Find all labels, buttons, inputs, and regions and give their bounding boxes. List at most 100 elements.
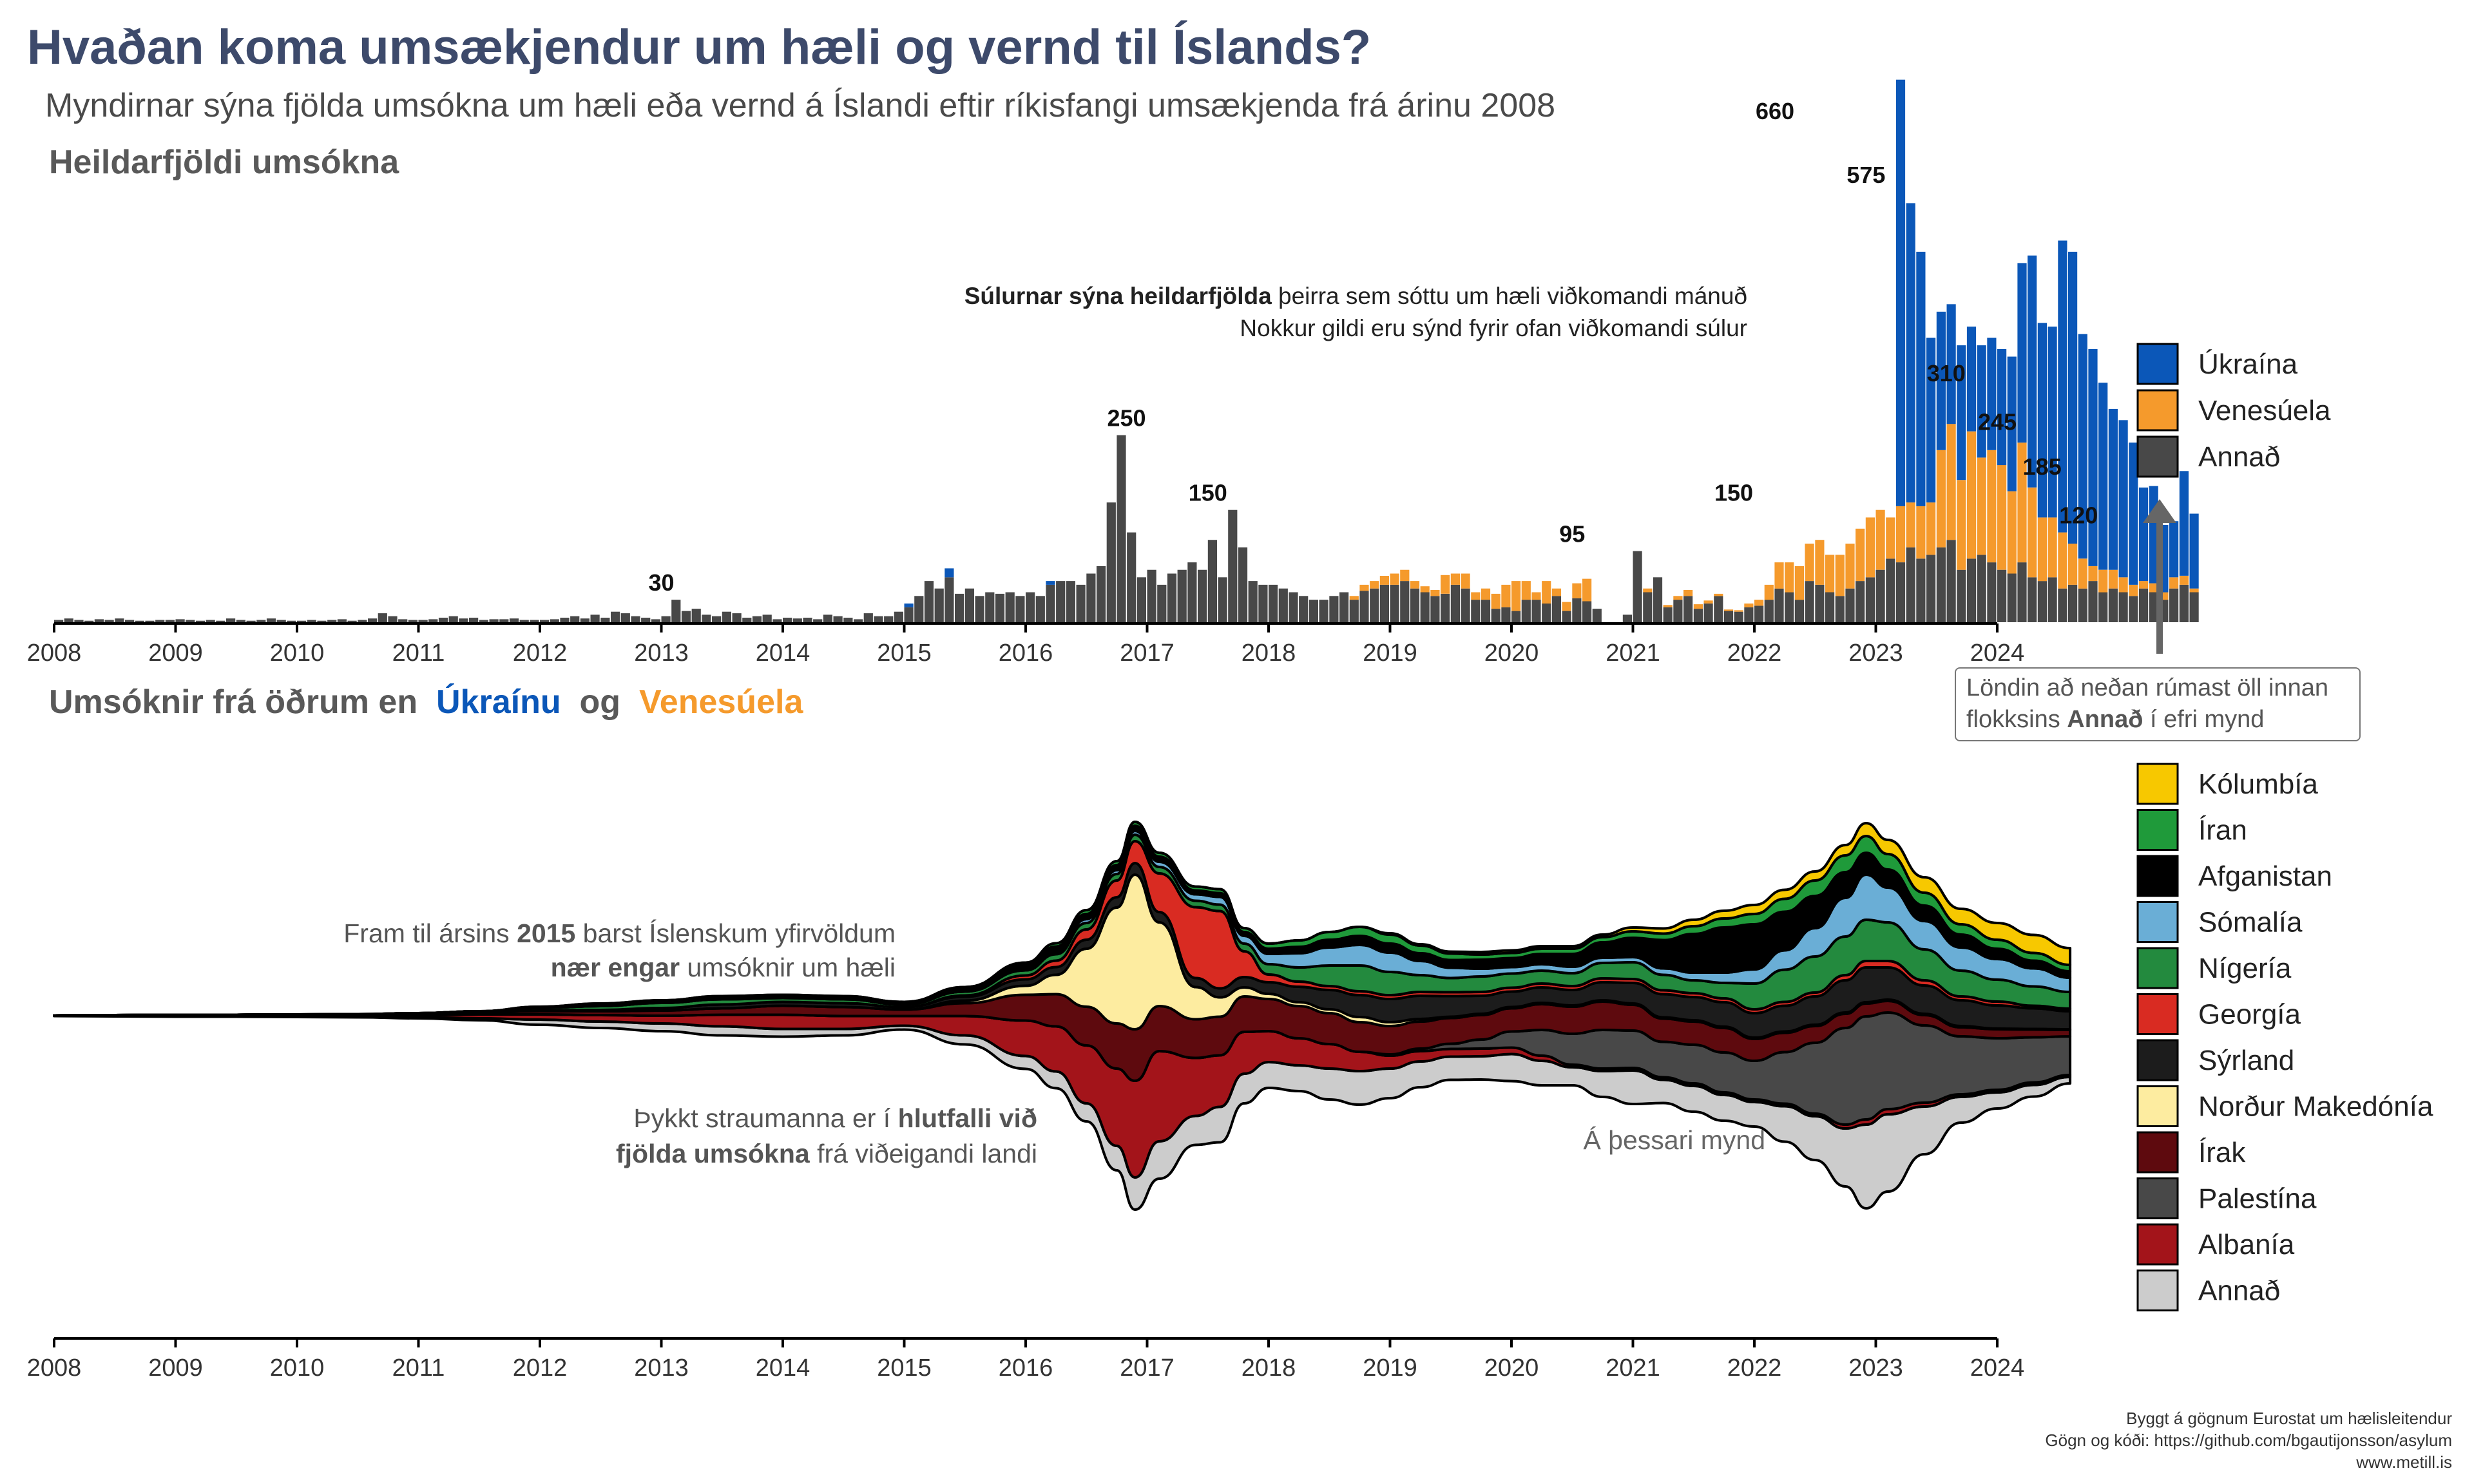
- bar-Venesúela: [1531, 592, 1541, 600]
- bar-Venesúela: [1461, 573, 1470, 589]
- bar-Annað: [1228, 509, 1238, 622]
- bar-Annað: [408, 620, 417, 622]
- bar-Annað: [752, 616, 762, 622]
- stream-legend-swatch: [2136, 1131, 2179, 1174]
- bar-Úkraína: [2007, 356, 2017, 491]
- bars-annotation-line1: Súlurnar sýna heildarfjölda þeirra sem s…: [964, 283, 1747, 309]
- bar-Úkraína: [1046, 581, 1055, 585]
- bar-Annað: [1379, 584, 1389, 622]
- bar-Venesúela: [1794, 566, 1804, 600]
- bar-Venesúela: [1845, 544, 1855, 589]
- bar-Annað: [206, 620, 215, 622]
- bar-Annað: [2189, 592, 2199, 622]
- note-line2-a: flokksins: [1966, 706, 2067, 734]
- bar-Venesúela: [2138, 581, 2149, 589]
- bar-Úkraína: [2068, 251, 2078, 544]
- bar-x-axis-tick-label: 2012: [513, 640, 568, 667]
- bar-Annað: [1895, 562, 1906, 622]
- bar-Annað: [135, 620, 144, 622]
- stream-legend-label: Sómalía: [2198, 907, 2303, 938]
- bar-Annað: [1551, 596, 1561, 622]
- note-line2: flokksins Annað í efri mynd: [1966, 704, 2349, 736]
- bar-Annað: [580, 618, 590, 622]
- bar-Annað: [1501, 607, 1511, 622]
- bar-Annað: [125, 620, 135, 622]
- stream-bot2-b: frá viðeigandi landi: [810, 1139, 1037, 1168]
- bar-Annað: [1450, 584, 1460, 622]
- stream-legend-swatch: [2136, 763, 2179, 805]
- stream-x-axis-tick-label: 2022: [1727, 1355, 1782, 1382]
- bar-Annað: [1764, 600, 1774, 622]
- bar-Venesúela: [1754, 600, 1764, 606]
- bar-Annað: [651, 619, 660, 622]
- bar-Annað: [975, 596, 984, 622]
- bar-Annað: [874, 616, 883, 622]
- bar-Annað: [1542, 604, 1551, 622]
- bar-Venesúela: [2068, 544, 2078, 585]
- bar-Úkraína: [1926, 338, 1936, 503]
- bar-Annað: [1582, 601, 1592, 622]
- bar-Annað: [1238, 547, 1248, 622]
- bar-value-label: 575: [1846, 162, 1885, 188]
- bar-Annað: [914, 596, 924, 622]
- bar-Annað: [509, 618, 519, 622]
- stream-legend-label: Afganistan: [2198, 861, 2332, 892]
- bar-Annað: [266, 618, 276, 622]
- bar-Venesúela: [1997, 465, 2007, 570]
- note-line2-b: Annað: [2067, 706, 2143, 734]
- stream-x-axis-tick-label: 2008: [27, 1355, 82, 1382]
- bar-Annað: [1106, 502, 1116, 622]
- bar-Annað: [762, 614, 772, 622]
- bar-Annað: [307, 620, 316, 622]
- bar-Annað: [1177, 569, 1187, 622]
- bar-Annað: [388, 616, 398, 622]
- bar-Annað: [1370, 588, 1379, 622]
- bar-Annað: [64, 618, 73, 622]
- bar-Annað: [1430, 596, 1440, 622]
- bar-Annað: [2047, 577, 2057, 622]
- stream-x-axis-tick-label: 2017: [1120, 1355, 1175, 1382]
- bar-Venesúela: [2047, 517, 2057, 578]
- bar-Annað: [934, 588, 944, 622]
- bar-legend-label: Venesúela: [2198, 395, 2331, 426]
- bar-Annað: [1865, 577, 1875, 622]
- bar-Annað: [1299, 596, 1309, 622]
- bar-Annað: [1723, 611, 1734, 622]
- bar-Úkraína: [904, 604, 914, 607]
- bar-x-axis-tick-label: 2020: [1484, 640, 1539, 667]
- bar-Annað: [1987, 562, 1997, 622]
- bar-Annað: [530, 620, 539, 622]
- bar-Annað: [175, 619, 185, 622]
- bar-Annað: [1997, 569, 2007, 622]
- bar-Venesúela: [2149, 583, 2158, 593]
- source-caption: Byggt á gögnum Eurostat um hælisleitendu…: [2045, 1408, 2452, 1473]
- bar-Annað: [1977, 555, 1986, 622]
- bar-Annað: [1359, 591, 1369, 622]
- bar-Venesúela: [2007, 491, 2017, 574]
- note-line2-c: í efri mynd: [2143, 706, 2265, 734]
- bar-Venesúela: [2058, 532, 2067, 589]
- stream-x-axis-tick-label: 2014: [756, 1355, 810, 1382]
- bar-Annað: [1845, 588, 1855, 622]
- stream-legend-swatch: [2136, 809, 2179, 851]
- bar-Annað: [540, 620, 550, 622]
- bar-Annað: [742, 618, 752, 622]
- bar-x-axis-tick-label: 2013: [634, 640, 689, 667]
- bar-Annað: [691, 609, 701, 622]
- bar-Annað: [1420, 592, 1430, 622]
- bar-legend-label: Úkraína: [2198, 348, 2298, 380]
- bar-x-axis-tick-label: 2017: [1120, 640, 1175, 667]
- stream-x-axis-tick-label: 2015: [877, 1355, 932, 1382]
- bar-legend-label: Annað: [2198, 441, 2280, 473]
- bar-Venesúela: [1349, 596, 1359, 600]
- bar-Venesúela: [2108, 569, 2118, 589]
- bar-Annað: [1046, 584, 1055, 622]
- bar-Úkraína: [2118, 420, 2128, 578]
- bar-Venesúela: [1815, 540, 1825, 585]
- bar-Venesúela: [1774, 562, 1784, 589]
- bar-Úkraína: [2047, 327, 2057, 518]
- bar-Annað: [297, 620, 307, 622]
- bar-Annað: [398, 619, 408, 622]
- bar-Annað: [1056, 581, 1066, 622]
- bar-Úkraína: [2028, 255, 2037, 488]
